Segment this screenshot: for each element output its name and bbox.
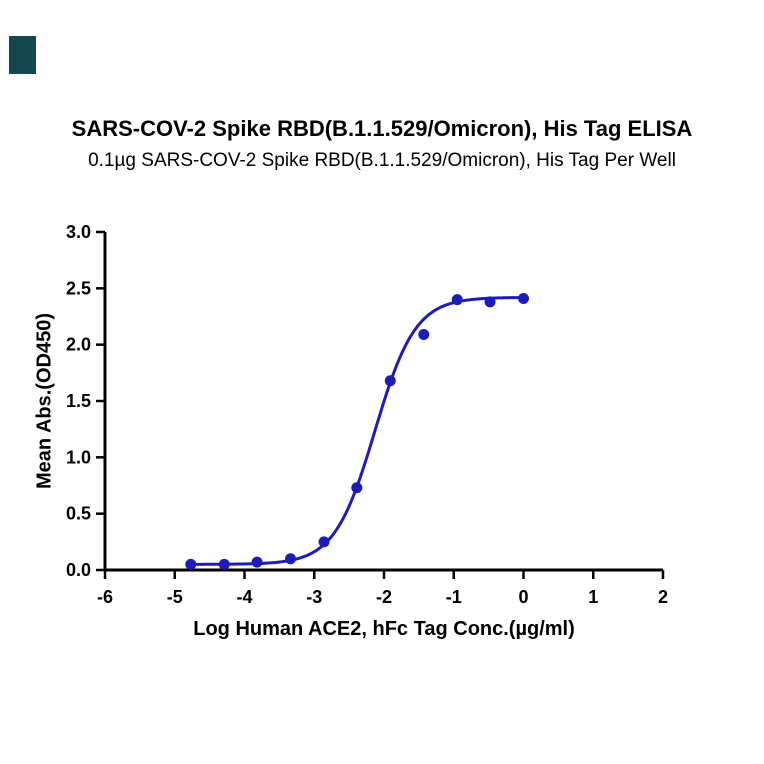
data-point — [218, 558, 230, 570]
data-point — [451, 294, 463, 306]
logo-mark — [9, 36, 36, 74]
x-tick-label: -3 — [306, 587, 322, 607]
x-tick-label: 1 — [588, 587, 598, 607]
x-tick-label: 0 — [518, 587, 528, 607]
y-tick-label: 3.0 — [66, 222, 91, 242]
x-tick-label: -2 — [376, 587, 392, 607]
data-point — [185, 558, 197, 570]
data-point — [418, 329, 430, 341]
x-tick-label: -6 — [97, 587, 113, 607]
data-point — [251, 556, 263, 568]
y-tick-label: 2.5 — [66, 278, 91, 298]
data-point — [384, 375, 396, 387]
y-tick-label: 1.0 — [66, 447, 91, 467]
y-tick-label: 0.5 — [66, 504, 91, 524]
x-tick-label: -1 — [446, 587, 462, 607]
x-tick-label: 2 — [658, 587, 668, 607]
x-axis-label: Log Human ACE2, hFc Tag Conc.(µg/ml) — [193, 618, 575, 640]
data-point — [484, 296, 496, 308]
data-point — [518, 292, 529, 304]
y-tick-label: 0.0 — [66, 560, 91, 580]
data-point — [285, 553, 297, 565]
y-tick-label: 1.5 — [66, 391, 91, 411]
data-point — [318, 536, 330, 548]
x-tick-label: -5 — [167, 587, 183, 607]
chart-title: SARS-COV-2 Spike RBD(B.1.1.529/Omicron),… — [71, 116, 693, 141]
x-tick-label: -4 — [236, 587, 252, 607]
y-tick-label: 2.0 — [66, 335, 91, 355]
data-point — [351, 482, 363, 494]
chart-subtitle: 0.1µg SARS-COV-2 Spike RBD(B.1.1.529/Omi… — [88, 150, 676, 171]
fit-curve — [189, 296, 525, 566]
